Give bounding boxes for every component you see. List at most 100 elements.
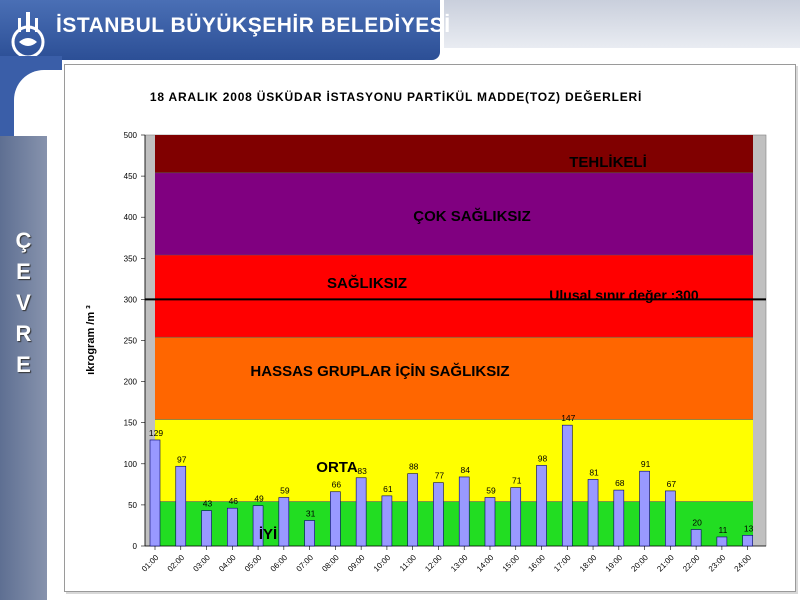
bar — [458, 476, 470, 547]
x-tick-label: 17:00 — [552, 553, 573, 574]
value-label: 84 — [460, 465, 470, 475]
value-label: 46 — [229, 496, 239, 506]
y-tick-label: 500 — [124, 131, 138, 140]
left-arch-inner — [14, 70, 62, 136]
x-tick-label: 10:00 — [372, 553, 393, 574]
bar — [716, 536, 728, 547]
y-tick-label: 0 — [133, 542, 138, 551]
value-label: 59 — [486, 486, 496, 496]
band-area — [155, 419, 753, 502]
x-tick-label: 13:00 — [449, 553, 470, 574]
x-tick-label: 18:00 — [578, 553, 599, 574]
x-tick-label: 06:00 — [269, 553, 290, 574]
x-tick-label: 23:00 — [707, 553, 728, 574]
x-tick-label: 03:00 — [191, 553, 212, 574]
bar — [665, 490, 676, 547]
x-tick-label: 20:00 — [629, 553, 650, 574]
bar — [613, 489, 625, 547]
bar — [149, 439, 161, 547]
value-label: 59 — [280, 486, 290, 496]
x-tick-label: 02:00 — [166, 553, 187, 574]
y-axis-label: ıkrogram /m ³ — [85, 305, 97, 375]
side-vertical-word: Ç E V R E — [0, 225, 47, 380]
value-label: 61 — [383, 484, 393, 494]
side-letter: R — [15, 321, 32, 346]
bar — [355, 477, 367, 547]
side-letter: Ç — [15, 228, 32, 253]
x-tick-label: 12:00 — [423, 553, 444, 574]
x-tick-label: 19:00 — [604, 553, 625, 574]
x-tick-label: 08:00 — [320, 553, 341, 574]
band-label: HASSAS GRUPLAR İÇİN SAĞLIKSIZ — [250, 362, 509, 380]
x-tick-label: 04:00 — [217, 553, 238, 574]
side-letter: V — [16, 290, 31, 315]
value-label: 147 — [561, 413, 575, 423]
band-label: TEHLİKELİ — [569, 154, 647, 171]
y-tick-label: 250 — [124, 337, 138, 346]
side-panel — [0, 136, 47, 600]
value-label: 71 — [512, 476, 522, 486]
bar — [304, 520, 315, 547]
y-tick-label: 150 — [124, 419, 138, 428]
value-label: 43 — [203, 499, 213, 509]
bar — [433, 482, 444, 547]
bar — [639, 470, 650, 547]
band-label: SAĞLIKSIZ — [327, 274, 407, 292]
bar — [690, 529, 702, 547]
x-tick-label: 21:00 — [655, 553, 676, 574]
bar — [278, 497, 290, 547]
x-tick-label: 16:00 — [526, 553, 547, 574]
value-label: 98 — [538, 453, 548, 463]
x-tick-label: 24:00 — [733, 553, 754, 574]
y-tick-label: 450 — [124, 172, 138, 181]
value-label: 68 — [615, 478, 625, 488]
value-label: 129 — [149, 428, 163, 438]
value-label: 81 — [589, 467, 599, 477]
value-label: 66 — [332, 480, 342, 490]
ibb-logo-icon — [11, 12, 45, 59]
org-title: İSTANBUL BÜYÜKŞEHİR BELEDİYESİ — [56, 14, 451, 37]
band-area — [155, 255, 753, 338]
x-tick-label: 22:00 — [681, 553, 702, 574]
y-tick-label: 400 — [124, 213, 138, 222]
y-tick-label: 200 — [124, 378, 138, 387]
value-label: 97 — [177, 454, 187, 464]
x-tick-label: 14:00 — [475, 553, 496, 574]
value-label: 77 — [435, 471, 445, 481]
band-area — [155, 337, 753, 420]
bar — [510, 487, 522, 547]
chart-title: 18 ARALIK 2008 ÜSKÜDAR İSTASYONU PARTİKÜ… — [149, 90, 643, 104]
value-label: 67 — [667, 479, 677, 489]
x-tick-label: 09:00 — [346, 553, 367, 574]
bar — [330, 491, 341, 547]
bar — [587, 479, 599, 547]
band-label: ORTA — [316, 459, 358, 476]
band-label: İYİ — [259, 526, 277, 543]
side-letter: E — [16, 259, 31, 284]
bar — [742, 535, 753, 547]
value-label: 31 — [306, 509, 316, 519]
y-tick-label: 100 — [124, 460, 138, 469]
y-tick-label: 300 — [124, 295, 138, 304]
value-label: 13 — [744, 523, 754, 533]
x-tick-label: 07:00 — [294, 553, 315, 574]
bar — [407, 473, 418, 547]
y-tick-label: 350 — [124, 254, 138, 263]
bar — [381, 495, 393, 547]
header-bar — [0, 0, 440, 60]
reference-line-label: Ulusal sınır değer :300 — [549, 287, 699, 303]
band-label: ÇOK SAĞLIKSIZ — [413, 207, 531, 225]
bar — [227, 507, 238, 547]
x-tick-label: 05:00 — [243, 553, 264, 574]
value-label: 20 — [692, 518, 702, 528]
band-area — [155, 501, 753, 546]
bar — [484, 497, 496, 547]
band-area — [155, 135, 753, 173]
value-label: 88 — [409, 462, 419, 472]
x-tick-label: 01:00 — [140, 553, 161, 574]
bar — [201, 510, 212, 547]
value-label: 91 — [641, 459, 651, 469]
value-label: 11 — [718, 525, 727, 535]
x-tick-label: 11:00 — [398, 553, 418, 573]
